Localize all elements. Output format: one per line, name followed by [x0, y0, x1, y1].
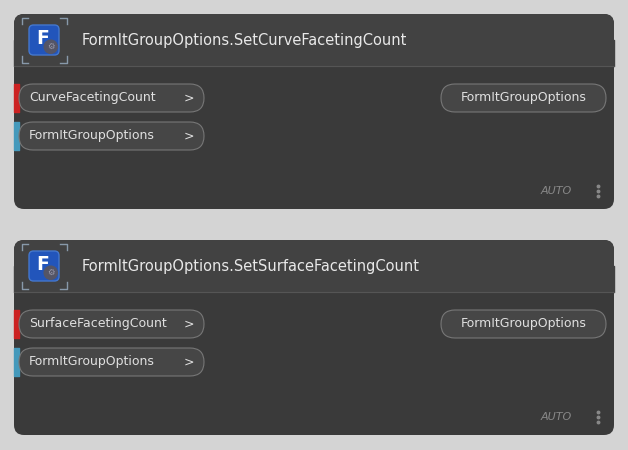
- Text: >: >: [183, 91, 194, 104]
- Text: >: >: [183, 130, 194, 143]
- FancyBboxPatch shape: [14, 14, 614, 66]
- Text: FormItGroupOptions: FormItGroupOptions: [460, 318, 587, 330]
- Circle shape: [44, 40, 57, 54]
- Text: FormItGroupOptions: FormItGroupOptions: [29, 356, 155, 369]
- FancyBboxPatch shape: [441, 84, 606, 112]
- Text: AUTO: AUTO: [541, 412, 572, 422]
- FancyBboxPatch shape: [29, 25, 59, 55]
- FancyBboxPatch shape: [19, 348, 204, 376]
- FancyBboxPatch shape: [19, 84, 204, 112]
- FancyBboxPatch shape: [441, 310, 606, 338]
- Text: FormItGroupOptions.SetSurfaceFacetingCount: FormItGroupOptions.SetSurfaceFacetingCou…: [82, 258, 420, 274]
- FancyBboxPatch shape: [14, 14, 614, 209]
- Text: FormItGroupOptions: FormItGroupOptions: [460, 91, 587, 104]
- FancyBboxPatch shape: [14, 240, 614, 292]
- Text: AUTO: AUTO: [541, 186, 572, 196]
- Text: FormItGroupOptions.SetCurveFacetingCount: FormItGroupOptions.SetCurveFacetingCount: [82, 32, 408, 48]
- Text: ⚙: ⚙: [47, 42, 55, 51]
- Text: >: >: [183, 318, 194, 330]
- FancyBboxPatch shape: [19, 122, 204, 150]
- Text: CurveFacetingCount: CurveFacetingCount: [29, 91, 156, 104]
- FancyBboxPatch shape: [29, 251, 59, 281]
- Text: SurfaceFacetingCount: SurfaceFacetingCount: [29, 318, 167, 330]
- FancyBboxPatch shape: [19, 310, 204, 338]
- Text: >: >: [183, 356, 194, 369]
- FancyBboxPatch shape: [14, 240, 614, 435]
- Text: F: F: [36, 30, 50, 49]
- Text: ⚙: ⚙: [47, 268, 55, 277]
- Text: F: F: [36, 256, 50, 274]
- Circle shape: [44, 266, 57, 279]
- Text: FormItGroupOptions: FormItGroupOptions: [29, 130, 155, 143]
